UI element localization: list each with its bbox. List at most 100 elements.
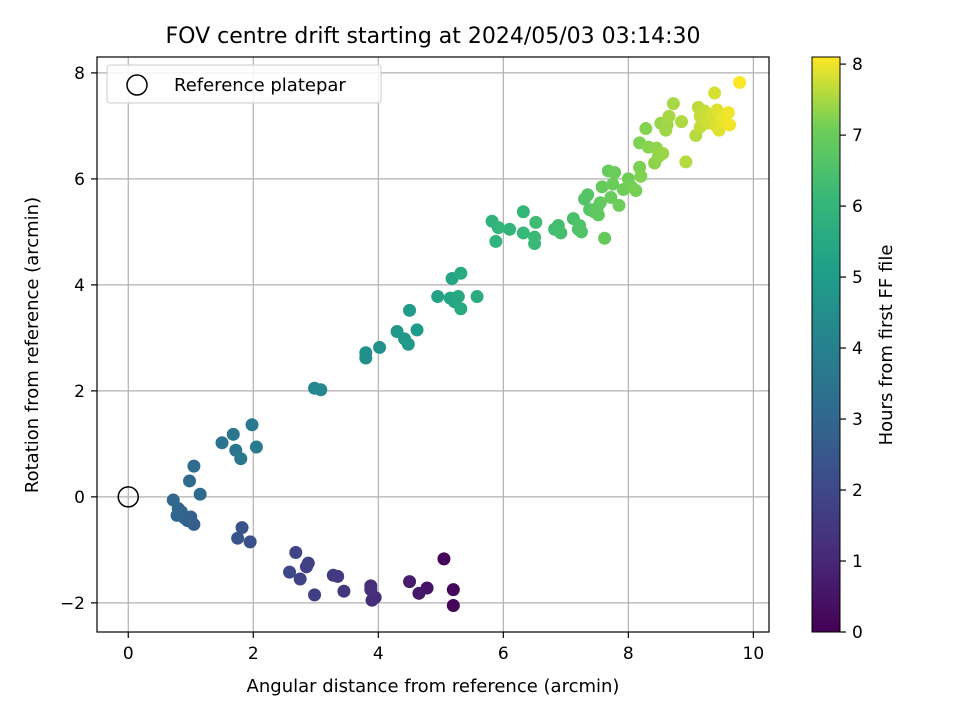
scatter-point [314,383,328,397]
data-points [166,75,747,613]
scatter-point [454,266,468,280]
scatter-point [235,521,249,535]
scatter-point [431,290,445,304]
scatter-point [656,146,670,160]
scatter-point [454,302,468,316]
x-tick-label: 2 [248,644,259,664]
x-tick-label: 10 [743,644,765,664]
y-tick-label: 8 [74,64,85,84]
scatter-point [226,427,240,441]
scatter-point [364,583,378,597]
scatter-point [528,230,542,244]
reference-platepar-marker [117,486,140,508]
scatter-point [245,418,259,432]
scatter-point [581,188,595,202]
scatter-point [337,584,351,598]
scatter-point [666,97,680,111]
scatter-point [598,231,612,245]
scatter-point [365,593,379,607]
scatter-point [733,75,747,89]
legend-open-circle-icon [126,74,148,96]
colorbar-tick-label: 3 [852,410,863,430]
scatter-point [529,215,543,229]
scatter-point [674,115,688,129]
x-axis-ticks: 0 2 4 6 8 10 [123,632,764,664]
scatter-point [193,487,207,501]
scatter-point [574,225,588,239]
plot-frame [96,56,770,633]
legend-entry-label: Reference platepar [174,75,346,96]
scatter-point [308,588,322,602]
scatter-point [612,198,626,212]
scatter-point [283,565,297,579]
scatter-point [215,436,229,450]
scatter-point [403,303,417,317]
scatter-point [591,208,605,222]
y-axis-label: Rotation from reference (arcmin) [22,197,43,493]
y-tick-label: 6 [74,170,85,190]
scatter-point [516,226,530,240]
scatter-point [679,155,693,169]
scatter-point [491,221,505,235]
colorbar-tick-label: 1 [852,552,863,572]
scatter-point [170,508,184,522]
x-tick-label: 8 [623,644,634,664]
scatter-point [446,583,460,597]
scatter-point [446,599,460,613]
scatter-point [554,226,568,240]
scatter-point [470,290,484,304]
scatter-point [516,205,530,219]
legend-box [106,64,382,104]
colorbar: 0 1 2 3 4 5 6 7 8 Hours from first FF file [811,55,897,643]
scatter-point [231,531,245,545]
scatter-point [359,346,373,360]
x-tick-label: 6 [498,644,509,664]
colorbar-tick-label: 7 [852,126,863,146]
scatter-point [639,122,653,136]
colorbar-gradient [811,56,841,633]
y-tick-label: 0 [74,488,85,508]
scatter-point [451,290,465,304]
scatter-point [293,572,307,586]
scatter-point [721,106,735,120]
scatter-point [662,109,676,123]
x-axis-label: Angular distance from reference (arcmin) [247,676,620,697]
scatter-point [410,323,424,337]
colorbar-label: Hours from first FF file [876,245,897,446]
y-tick-label: −2 [60,594,85,614]
colorbar-ticks: 0 1 2 3 4 5 6 7 8 [840,55,863,643]
y-tick-label: 2 [74,382,85,402]
scatter-point [604,190,618,204]
scatter-point [166,493,180,507]
scatter-point [634,169,648,183]
colorbar-tick-label: 5 [852,268,863,288]
x-tick-label: 4 [373,644,384,664]
grid-lines [97,57,769,632]
scatter-point [412,586,426,600]
colorbar-tick-label: 2 [852,481,863,501]
scatter-point [503,222,517,236]
scatter-point [595,180,609,194]
y-axis-ticks: −2 0 2 4 6 8 [60,64,97,614]
colorbar-tick-label: 6 [852,197,863,217]
scatter-point [299,560,313,574]
scatter-point [489,234,503,248]
scatter-point [289,546,303,560]
scatter-point [183,474,197,488]
scatter-point [593,196,607,210]
scatter-point [373,340,387,354]
scatter-point [608,166,622,180]
scatter-point [606,177,620,191]
chart-title: FOV centre drift starting at 2024/05/03 … [166,24,701,49]
y-tick-label: 4 [74,276,85,296]
scatter-point [629,184,643,198]
scatter-point [326,568,340,582]
scatter-point [187,459,201,473]
scatter-point [403,575,417,589]
x-tick-label: 0 [123,644,134,664]
legend: Reference platepar [106,64,382,104]
scatter-point [249,440,263,454]
scatter-point [234,452,248,466]
scatter-point [243,535,257,549]
